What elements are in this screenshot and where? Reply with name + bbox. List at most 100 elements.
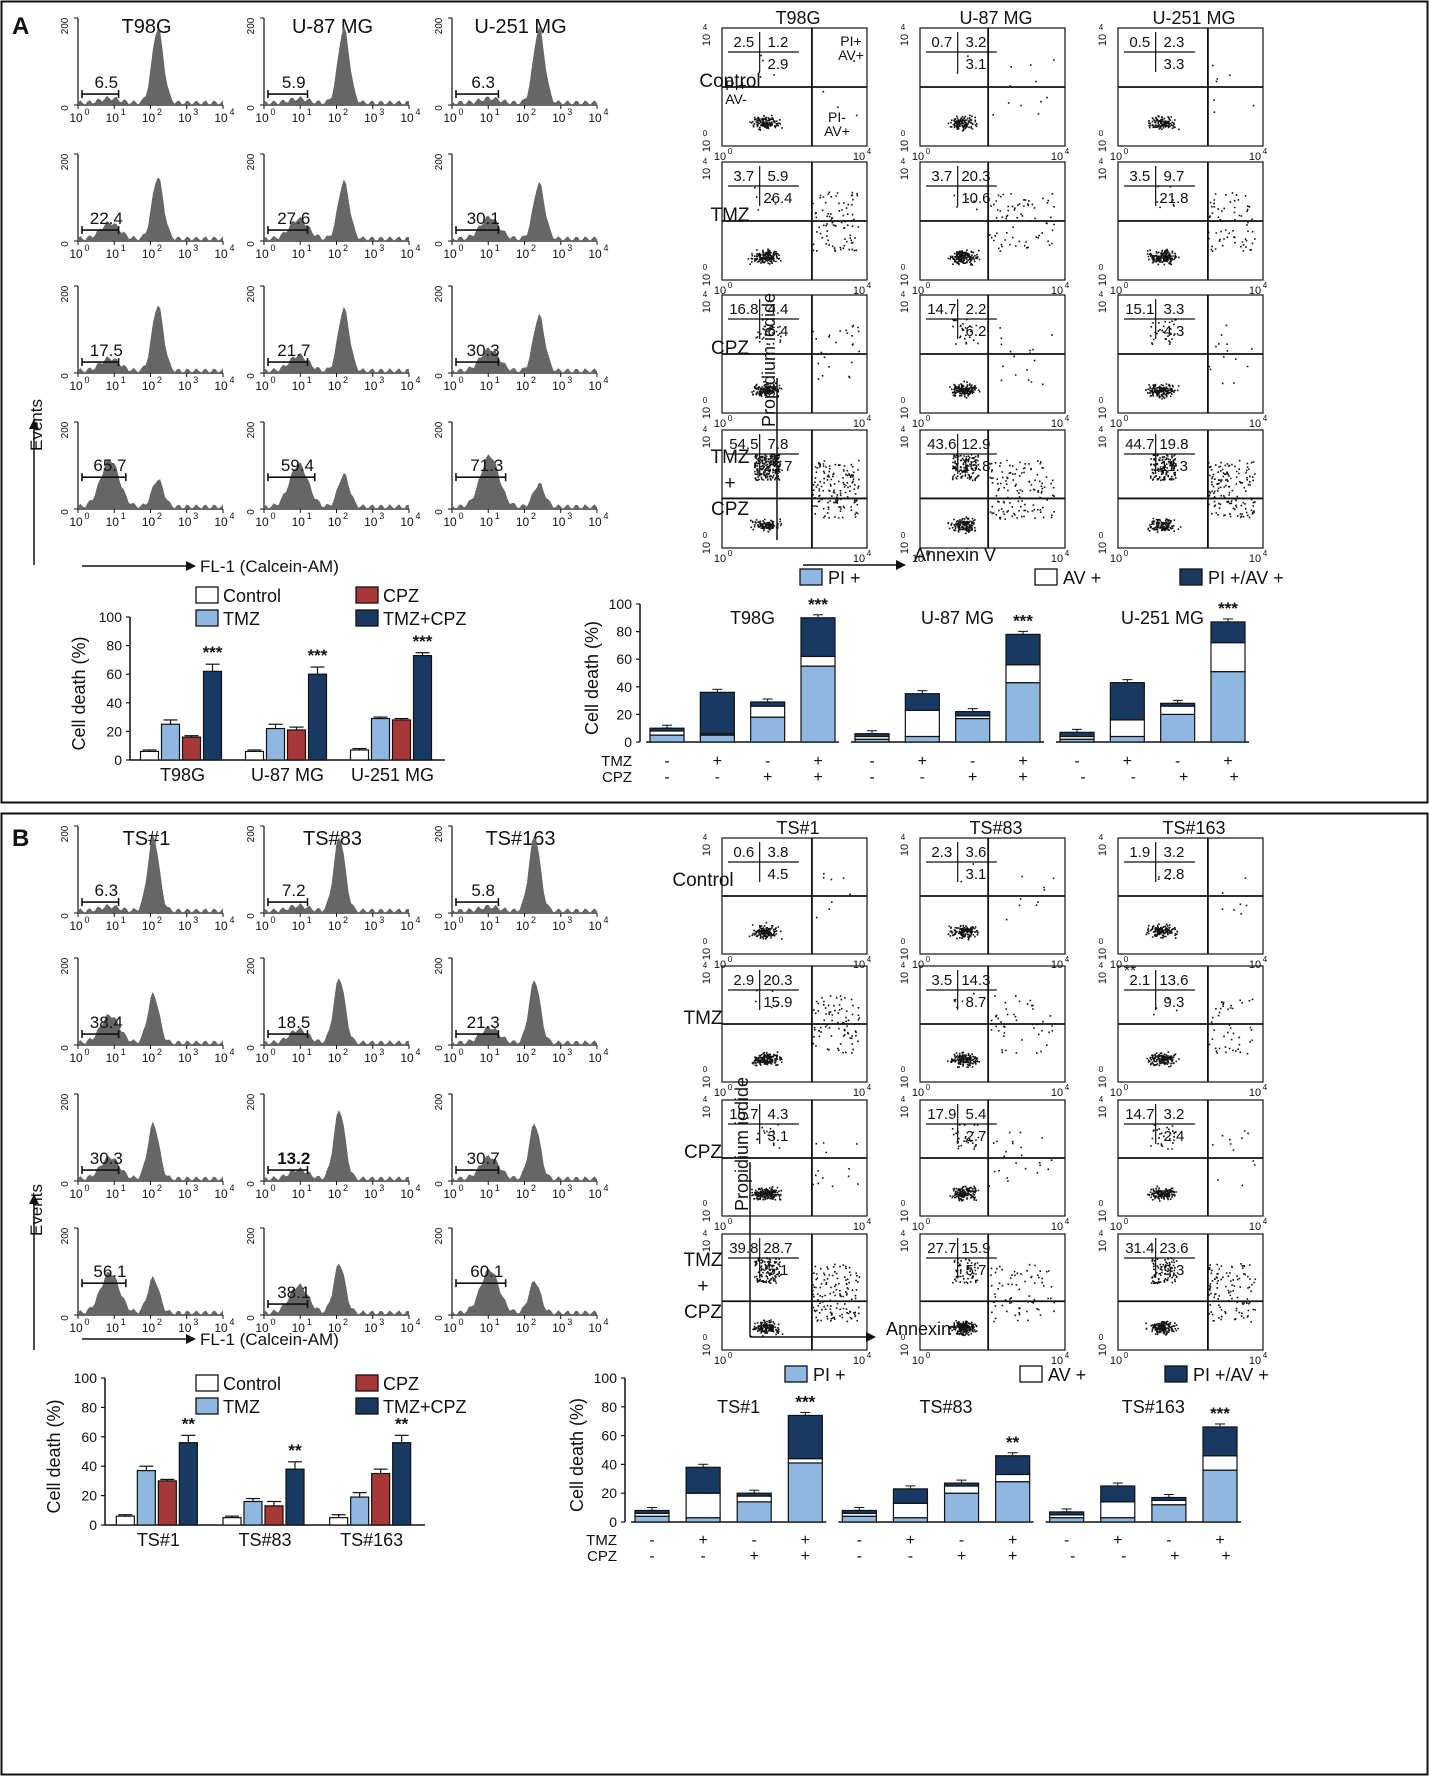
hist-xtick: 10 [214,379,228,393]
hist-xtick: 10 [292,1187,306,1201]
scatter-xtick-exp: 0 [1124,1083,1129,1092]
scatter-frame [919,1233,1066,1351]
stacked-segment [685,1492,721,1519]
stacked-bar-chart: PI + AV + PI +/AV + 0 20 40 60 80 100 Cell death … [582,568,1284,786]
hist-xtick-exp: 1 [495,375,500,385]
bar [370,717,391,761]
scatter-ytick: 10 [1097,34,1109,46]
bar [115,1515,135,1526]
quadrant-value: 2.9 [768,56,789,73]
scatter-ytick: 10 [1097,274,1109,286]
scatter-xtick: 10 [1249,151,1261,163]
stacked-segment [1100,1485,1136,1503]
quadrant-value: 43.6 [927,436,956,453]
hist-xtick-exp: 1 [495,511,500,521]
hist-xtick: 10 [552,919,566,933]
ytick-label: 80 [81,1399,97,1415]
stacked-segment [1100,1517,1136,1523]
scatter-ytick: 10 [1097,1344,1109,1356]
scatter-col-header: T98G [775,8,820,28]
av-arrow-head [866,1332,876,1342]
hist-xtick: 10 [214,919,228,933]
stack-ylabel: Cell death (%) [582,621,602,735]
stacked-segment [1005,633,1041,666]
hist-xtick-exp: 4 [415,375,420,385]
hist-xtick-exp: 0 [84,243,89,253]
hist-xtick-exp: 0 [458,1047,463,1057]
scatter-dots [1148,64,1255,131]
stacked-segment [841,1515,877,1523]
quadrant-value: 16.8 [729,301,758,318]
hist-xtick-exp: 3 [193,243,198,253]
histogram-area [78,1121,223,1181]
scatter-xtick: 10 [714,285,726,297]
hist-xtick: 10 [443,515,457,529]
gate-value: 60.1 [470,1262,503,1281]
hist-xtick-exp: 0 [458,915,463,925]
scatter-ytick-exp: 0 [1099,396,1104,405]
tmz-sign: + [906,1532,915,1549]
cpz-sign: + [763,769,772,786]
scatter-dots [1147,1124,1256,1202]
hist-xtick: 10 [400,1051,414,1065]
scatter-ytick: 10 [1097,436,1109,448]
hist-xtick: 10 [178,1321,192,1335]
extra-mark: ** [1124,963,1136,980]
hist-xtick-exp: 4 [415,107,420,117]
hist-xtick-exp: 1 [121,915,126,925]
scatter-xtick-exp: 0 [728,147,733,156]
scatter-ytick-exp: 0 [901,1065,906,1074]
treatment-label: CPZ [711,338,749,359]
hist-ytick: 0 [434,373,445,379]
hist-xtick-exp: 1 [307,243,312,253]
category-label: U-251 MG [351,765,434,785]
scatter-dots [1145,1257,1257,1336]
hist-xtick-exp: 3 [379,1183,384,1193]
hist-xtick: 10 [328,111,342,125]
scatter-xtick-exp: 4 [1065,414,1070,423]
hist-xtick: 10 [178,1051,192,1065]
legend-label: Control [223,586,281,606]
ytick-label: 20 [616,706,632,722]
scatter-ytick: 10 [701,436,713,448]
scatter-xtick: 10 [1110,959,1122,971]
scatter-ytick: 10 [899,542,911,554]
hist-ytick: 0 [60,1045,71,1051]
scatter-xtick: 10 [714,553,726,565]
hist-col-header: U-87 MG [292,16,373,38]
scatter-xtick: 10 [912,418,924,430]
scatter-xaxis-label: Annexin V [914,545,996,565]
cpz-sign: + [813,769,822,786]
scatter-ytick: 10 [1097,972,1109,984]
hist-xtick-exp: 2 [531,1047,536,1057]
scatter-col-header: U-87 MG [959,8,1032,28]
scatter-xtick: 10 [714,1087,726,1099]
legend-swatch [195,586,219,604]
histogram-area [264,462,409,509]
hist-xtick: 10 [516,1051,530,1065]
hist-xtick: 10 [588,1321,602,1335]
scatter-ytick: 10 [701,542,713,554]
treatment-label: TMZ [710,205,749,226]
hist-xtick-exp: 2 [531,243,536,253]
hist-xtick-exp: 2 [531,915,536,925]
stacked-segment [1049,1517,1085,1523]
scatter-xtick: 10 [912,285,924,297]
hist-xtick-exp: 2 [343,511,348,521]
scatter-dots [751,989,861,1067]
scatter-col-header: TS#1 [776,818,819,838]
hist-xtick-exp: 1 [121,1317,126,1327]
hist-xtick: 10 [292,247,306,261]
stacked-segment [943,1482,980,1487]
significance-mark: *** [203,643,223,662]
quadrant-value: 39.8 [729,1240,758,1257]
gate-value: 6.3 [94,881,118,900]
